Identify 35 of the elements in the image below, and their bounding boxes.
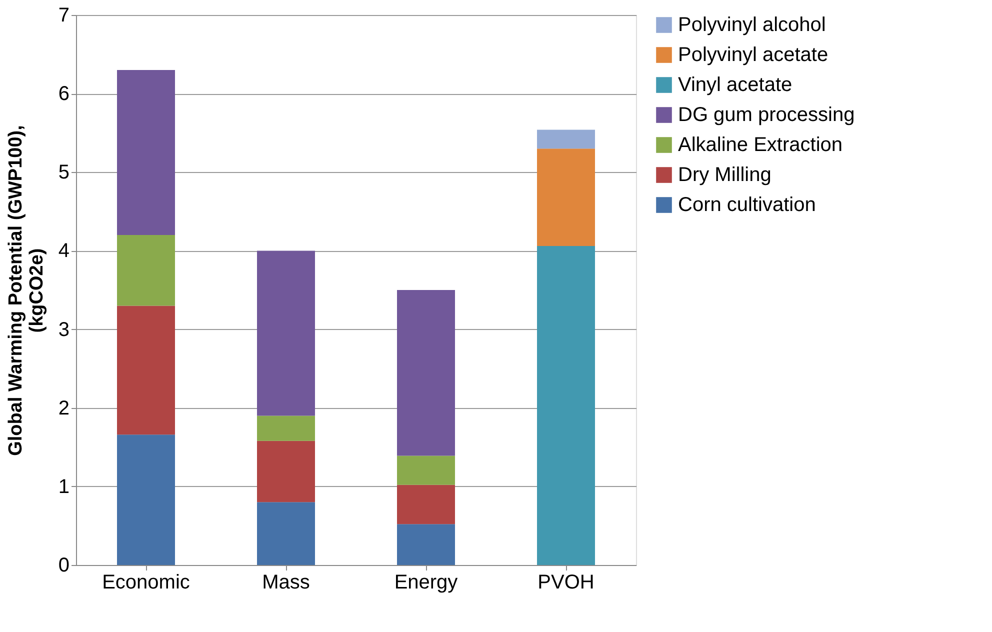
- bar: [397, 456, 455, 485]
- bar: [397, 524, 455, 565]
- bar: [257, 416, 315, 441]
- y-tick-label: 4: [58, 240, 70, 262]
- x-tick-label: Economic: [102, 572, 190, 594]
- y-tick-label: 5: [58, 162, 70, 184]
- y-tick-label: 6: [58, 83, 70, 106]
- bar: [537, 148, 595, 246]
- y-tick-label: 0: [58, 554, 70, 576]
- legend-label: Dry Milling: [678, 164, 772, 186]
- bar: [397, 290, 455, 456]
- bar: [257, 440, 315, 502]
- y-tick-label: 7: [58, 4, 70, 26]
- legend-label: Corn cultivation: [678, 194, 816, 216]
- y-tick-label: 3: [58, 318, 70, 341]
- bar: [397, 484, 455, 524]
- bar: [117, 306, 175, 435]
- bar: [117, 434, 175, 565]
- bar: [537, 246, 595, 565]
- bar: [537, 130, 595, 149]
- bar: [117, 235, 175, 306]
- legend-label: DG gum processing: [678, 104, 855, 126]
- bar: [257, 250, 315, 416]
- legend-label: Polyvinyl alcohol: [678, 14, 826, 36]
- legend-label: Polyvinyl acetate: [678, 44, 828, 66]
- bar: [117, 70, 175, 235]
- x-tick-label: Mass: [262, 572, 310, 594]
- legend-label: Vinyl acetate: [678, 74, 792, 96]
- y-axis-title: Global Warming Potential (GWP100), (kgCO2e): [5, 125, 48, 456]
- y-tick-label: 1: [58, 476, 70, 498]
- x-tick-label: Energy: [394, 572, 458, 594]
- legend-label: Alkaline Extraction: [678, 134, 843, 156]
- x-tick-label: PVOH: [538, 572, 594, 594]
- y-tick-label: 2: [58, 397, 70, 420]
- bar: [257, 502, 315, 565]
